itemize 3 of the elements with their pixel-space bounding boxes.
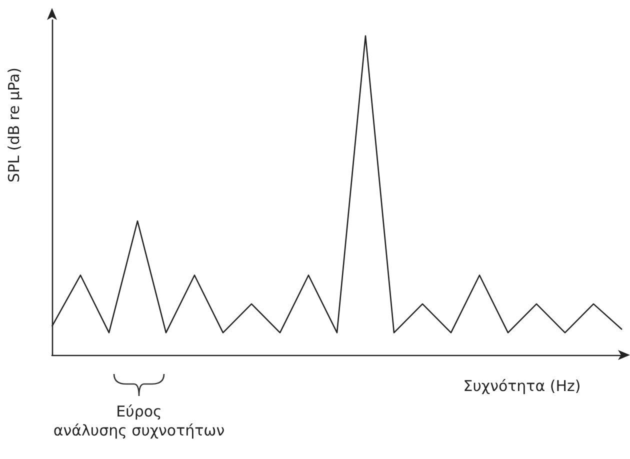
x-axis-title: Συχνότητα (Hz)	[463, 377, 581, 395]
y-axis-title: SPL (dB re μPa)	[5, 68, 23, 182]
text: Εύρος ανάλυσης συχνοτήτων	[53, 402, 225, 440]
